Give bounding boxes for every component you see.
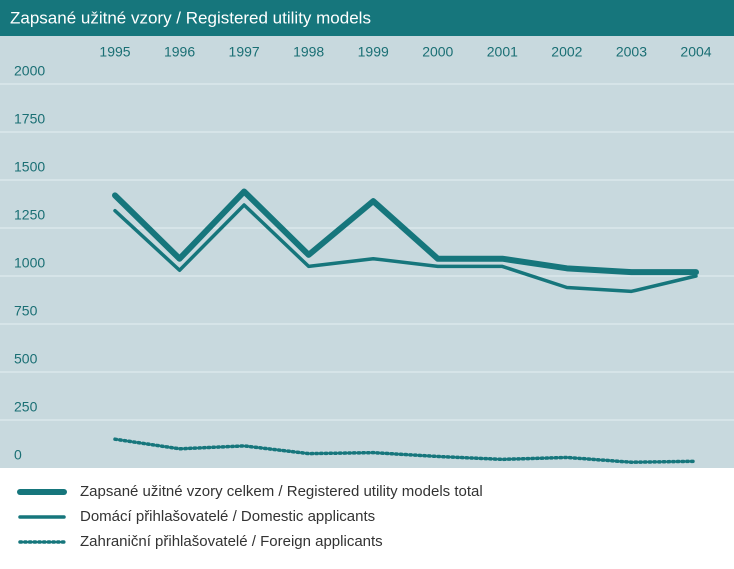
y-tick-label: 2000: [14, 63, 45, 79]
x-tick-label: 2002: [551, 44, 582, 60]
legend-label: Zahraniční přihlašovatelé / Foreign appl…: [80, 533, 383, 550]
y-tick-label: 750: [14, 303, 38, 319]
y-tick-label: 1000: [14, 255, 45, 271]
x-tick-label: 2001: [487, 44, 518, 60]
series-line: [113, 437, 698, 464]
title-bar: [0, 0, 734, 36]
y-tick-label: 500: [14, 351, 38, 367]
x-tick-label: 1997: [229, 44, 260, 60]
y-tick-label: 1500: [14, 159, 45, 175]
y-tick-label: 1750: [14, 111, 45, 127]
plot-area: [0, 36, 734, 468]
x-tick-label: 1999: [358, 44, 389, 60]
legend-label: Domácí přihlašovatelé / Domestic applica…: [80, 508, 375, 525]
series-line: [112, 188, 699, 276]
series-line: [113, 203, 698, 294]
y-tick-label: 250: [14, 399, 38, 415]
y-tick-label: 1250: [14, 207, 45, 223]
x-tick-label: 1995: [99, 44, 130, 60]
legend-label: Zapsané užitné vzory celkem / Registered…: [80, 483, 483, 500]
x-tick-label: 2004: [680, 44, 711, 60]
chart-title: Zapsané užitné vzory / Registered utilit…: [10, 8, 371, 27]
x-tick-label: 2000: [422, 44, 453, 60]
x-tick-label: 1998: [293, 44, 324, 60]
y-tick-label: 0: [14, 447, 22, 463]
x-tick-label: 2003: [616, 44, 647, 60]
x-tick-label: 1996: [164, 44, 195, 60]
